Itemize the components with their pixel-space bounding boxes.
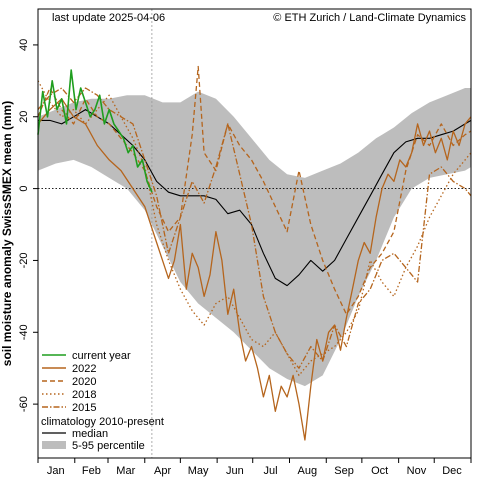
copyright-label: © ETH Zurich / Land-Climate Dynamics: [273, 12, 466, 24]
x-tick-label: Apr: [154, 465, 171, 477]
legend-label-median: median: [72, 428, 108, 440]
legend-climatology-title: climatology 2010-present: [41, 416, 164, 428]
x-tick-label: Nov: [407, 465, 427, 477]
y-tick-label: -60: [18, 396, 30, 412]
y-tick-label: 40: [18, 39, 30, 51]
y-tick-label: -40: [18, 324, 30, 340]
legend-label-2015: 2015: [72, 402, 96, 414]
legend-label-current-year: current year: [72, 350, 131, 362]
series-line-2018: [37, 80, 472, 377]
x-tick-label: Oct: [371, 465, 388, 477]
legend-label-2020: 2020: [72, 376, 96, 388]
x-tick-label: Jul: [263, 465, 277, 477]
x-tick-label: Sep: [334, 465, 354, 477]
x-tick-label: Jan: [47, 465, 65, 477]
series-line-2015: [37, 87, 472, 369]
axis-layer: -60 -40 -20 0 20 40 Jan Feb Mar Apr May Jun Jul Aug Se…: [18, 39, 472, 477]
y-tick-label: 0: [18, 186, 30, 192]
y-axis-label: soil moisture anomaly SwissSMEX mean (mm…: [0, 101, 14, 366]
plot-frame: [37, 8, 472, 459]
x-tick-label: May: [188, 465, 209, 477]
last-update-label: last update 2025-04-06: [52, 12, 165, 24]
x-tick-label: Mar: [116, 465, 135, 477]
x-tick-label: Dec: [442, 465, 462, 477]
x-tick-label: Feb: [82, 465, 101, 477]
y-tick-label: -20: [18, 252, 30, 268]
x-tick-label: Jun: [226, 465, 244, 477]
series-line-2022: [37, 98, 472, 441]
series-layer: [37, 65, 472, 441]
series-line-current-year: [37, 69, 153, 193]
legend-label-2018: 2018: [72, 389, 96, 401]
y-tick-label: 20: [18, 111, 30, 123]
legend-label-band: 5-95 percentile: [72, 440, 145, 452]
legend-label-2022: 2022: [72, 363, 96, 375]
x-tick-label: Aug: [298, 465, 318, 477]
